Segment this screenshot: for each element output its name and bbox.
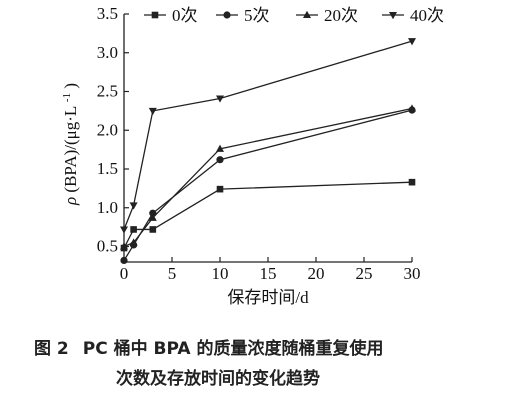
y-tick-label: 3.5	[97, 4, 118, 23]
data-point	[148, 213, 157, 221]
series-1	[120, 106, 416, 265]
y-tick-label: 2.5	[97, 82, 118, 101]
x-axis-title: 保存时间/d	[227, 288, 309, 307]
y-axis-title-sup: -1	[61, 93, 73, 102]
series-line	[123, 109, 413, 261]
legend-marker	[151, 11, 159, 19]
legend-item: 40次	[382, 6, 444, 25]
figure-caption: 图 2 PC 桶中 BPA 的质量浓度随桶重复使用 次数及存放时间的变化趋势	[0, 334, 508, 394]
x-tick-label: 20	[308, 264, 325, 283]
series-layer	[120, 38, 416, 265]
y-axis-title: ρ (BPA)/(μg·L -1 )	[61, 83, 80, 206]
data-point	[408, 38, 416, 46]
legend-label: 0次	[172, 6, 198, 25]
caption-line-1: 图 2 PC 桶中 BPA 的质量浓度随桶重复使用	[0, 334, 508, 364]
data-point	[148, 107, 157, 116]
x-tick-label: 15	[260, 264, 277, 283]
y-tick-label: 3.0	[97, 43, 118, 62]
legend-label: 40次	[410, 6, 444, 25]
data-point	[120, 226, 128, 234]
series-0	[120, 178, 416, 252]
y-axis-title-close: )	[61, 83, 80, 89]
data-point	[408, 178, 416, 186]
caption-text-1: PC 桶中 BPA 的质量浓度随桶重复使用	[82, 339, 384, 359]
x-tick-label: 5	[168, 264, 177, 283]
legend-marker	[223, 11, 231, 19]
x-tick-label: 0	[120, 264, 129, 283]
caption-line-2: 次数及存放时间的变化趋势	[116, 369, 320, 389]
figure-number: 图 2	[34, 339, 69, 359]
bpa-line-chart: 0 5 10 15 20 25 30 0.5 1.0 1.5 2.0 2.5 3.0 3.5 0次 5次 20…	[61, 4, 444, 307]
legend-item: 20次	[296, 6, 358, 25]
x-tick-label: 30	[404, 264, 421, 283]
legend-item: 0次	[144, 6, 198, 25]
legend: 0次 5次 20次 40次	[144, 6, 444, 25]
y-tick-label: 1.0	[97, 198, 118, 217]
y-axis-title-body: (BPA)/(μg·L	[61, 106, 80, 192]
series-line	[123, 107, 413, 248]
data-point	[130, 226, 137, 233]
data-point	[129, 238, 138, 246]
x-tick-label: 10	[212, 264, 229, 283]
legend-label: 5次	[244, 6, 270, 25]
series-line	[123, 181, 413, 249]
axes: 0 5 10 15 20 25 30 0.5 1.0 1.5 2.0 2.5 3.0 3.5	[97, 4, 421, 283]
legend-marker	[303, 10, 311, 18]
data-point	[149, 226, 157, 233]
y-tick-label: 2.0	[97, 120, 118, 139]
y-axis-title-symbol: ρ	[61, 197, 80, 206]
data-point	[408, 104, 416, 112]
series-2	[120, 104, 416, 250]
legend-item: 5次	[216, 6, 270, 25]
data-point	[120, 256, 128, 265]
series-3	[120, 38, 416, 234]
y-tick-label: 1.5	[97, 159, 118, 178]
data-point	[120, 242, 128, 250]
data-point	[216, 144, 224, 152]
x-tick-label: 25	[356, 264, 373, 283]
legend-label: 20次	[324, 6, 358, 25]
data-point	[216, 95, 224, 103]
y-tick-label: 0.5	[97, 237, 118, 256]
data-point	[216, 156, 224, 164]
data-point	[216, 185, 224, 193]
legend-marker	[389, 12, 397, 20]
data-point	[129, 202, 138, 210]
data-point	[149, 209, 157, 217]
